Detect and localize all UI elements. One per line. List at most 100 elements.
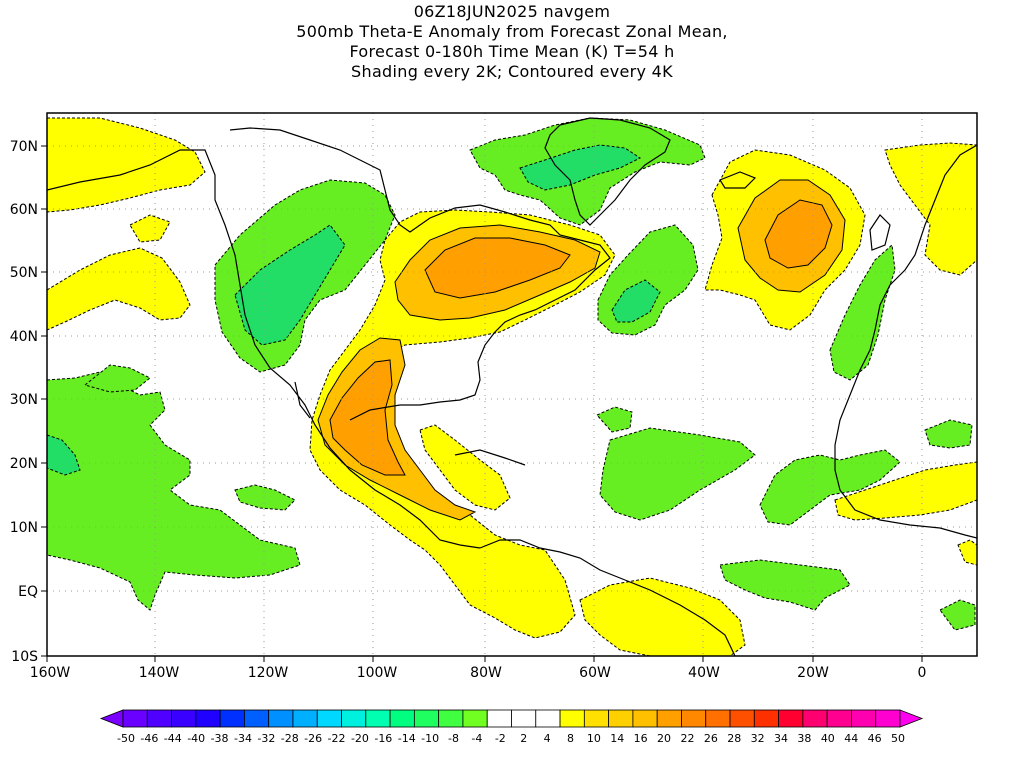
negative-anomaly-mexico-west (234, 484, 296, 511)
colorbar-swatch (316, 709, 342, 728)
figure-title: 06Z18JUN2025 navgem 500mb Theta-E Anomal… (0, 2, 1024, 82)
colorbar-swatch (632, 709, 658, 728)
x-tick-label: 80W (470, 665, 502, 681)
x-tick-label: 40W (688, 665, 720, 681)
colorbar-swatch (729, 709, 755, 728)
colorbar-label: -14 (398, 732, 416, 745)
colorbar-swatch (681, 709, 707, 728)
colorbar-label: 10 (587, 732, 601, 745)
x-tick-label: 60W (579, 665, 611, 681)
colorbar-label: -46 (140, 732, 158, 745)
x-tick-label: 140W (139, 665, 180, 681)
negative-anomaly-atlantic-small (596, 406, 633, 433)
y-tick-label: 20N (10, 456, 38, 472)
negative-anomaly-pacific (47, 371, 301, 611)
colorbar-label: 26 (704, 732, 718, 745)
coastline-cuba (454, 449, 526, 466)
colorbar-swatch (171, 709, 197, 728)
colorbar-label: 32 (751, 732, 765, 745)
colorbar-min-arrow (99, 709, 124, 728)
colorbar-swatch (365, 709, 391, 728)
colorbar-swatch (268, 709, 294, 728)
y-tick-label: 10N (10, 520, 38, 536)
colorbar-swatch (705, 709, 731, 728)
negative-anomaly-africa-east (924, 419, 973, 449)
colorbar: -50 -46 -44 -40 -38 -34 -32 -28 -26 -22 -20 -16 -14-… (99, 709, 924, 745)
colorbar-swatch (559, 709, 585, 728)
colorbar-label: -26 (304, 732, 322, 745)
negative-anomaly-pacific-west (47, 434, 81, 476)
anomaly-shading (47, 117, 977, 656)
y-tick-label: 70N (10, 139, 38, 155)
colorbar-swatch (146, 709, 172, 728)
colorbar-label: -16 (374, 732, 392, 745)
positive-anomaly-canada-peak (424, 237, 571, 299)
y-tick-label: 50N (10, 265, 38, 281)
x-tick-label: 20W (797, 665, 829, 681)
colorbar-swatch (341, 709, 367, 728)
negative-anomaly-south-atlantic (719, 559, 851, 611)
x-tick-label: 120W (248, 665, 289, 681)
coastlines (47, 117, 977, 656)
y-tick-label: EQ (18, 584, 38, 600)
negative-anomaly-gulf-guinea (939, 599, 976, 631)
x-tick-label: 100W (357, 665, 398, 681)
positive-anomaly-alaska (47, 117, 206, 213)
title-line-3: Forecast 0-180h Time Mean (K) T=54 h (349, 42, 675, 61)
colorbar-max-arrow (899, 709, 924, 728)
negative-anomaly-pacific-north (83, 364, 151, 393)
colorbar-label: -8 (448, 732, 459, 745)
colorbar-label: -22 (328, 732, 346, 745)
colorbar-swatch (292, 709, 318, 728)
colorbar-label: 44 (844, 732, 858, 745)
colorbar-swatch (511, 709, 537, 728)
title-line-4: Shading every 2K; Contoured every 4K (351, 62, 673, 81)
colorbar-swatch (802, 709, 828, 728)
colorbar-swatch (244, 709, 270, 728)
coastline-iceland (719, 171, 757, 189)
positive-anomaly-caribbean (419, 424, 511, 511)
colorbar-swatch (826, 709, 852, 728)
colorbar-label: 8 (567, 732, 574, 745)
negative-anomaly-west-africa-coast (759, 449, 901, 526)
negative-anomaly-eastern-atlantic (829, 243, 896, 381)
negative-anomaly-greenland-core (519, 144, 641, 191)
x-tick-label: 0 (918, 665, 927, 681)
colorbar-swatch (753, 709, 779, 728)
positive-anomaly-mexico-peak (329, 359, 406, 476)
colorbar-swatch (486, 709, 512, 728)
negative-anomaly-north-atlantic-core (611, 279, 661, 323)
colorbar-label: 2 (520, 732, 527, 745)
colorbar-swatch (413, 709, 440, 728)
colorbar-label: 46 (868, 732, 882, 745)
colorbar-label: 20 (657, 732, 671, 745)
coastline-british-isles (869, 214, 891, 251)
colorbar-swatch (462, 709, 488, 728)
colorbar-label: 28 (727, 732, 741, 745)
colorbar-label: -34 (234, 732, 252, 745)
colorbar-label: -20 (351, 732, 369, 745)
colorbar-label: 16 (634, 732, 648, 745)
colorbar-swatch (583, 709, 610, 728)
title-line-2: 500mb Theta-E Anomaly from Forecast Zona… (296, 22, 728, 41)
y-tick-label: 40N (10, 329, 38, 345)
colorbar-label: -32 (257, 732, 275, 745)
title-line-1: 06Z18JUN2025 navgem (413, 2, 611, 21)
colorbar-swatch (778, 709, 804, 728)
colorbar-swatch (219, 709, 245, 728)
negative-anomaly-western-na-core (234, 224, 346, 346)
colorbar-label: 22 (680, 732, 694, 745)
y-tick-label: 10S (11, 649, 38, 665)
positive-anomaly-sahel (834, 461, 977, 521)
coastline-greenland (544, 117, 671, 226)
colorbar-swatch (875, 709, 901, 728)
colorbar-label: 34 (774, 732, 788, 745)
colorbar-swatch (122, 709, 148, 728)
positive-anomaly-northeast-atlantic-peak (764, 199, 833, 269)
coastline-north-america (47, 127, 611, 549)
y-tick-label: 60N (10, 202, 38, 218)
colorbar-swatch (608, 709, 634, 728)
colorbar-label: -10 (421, 732, 439, 745)
colorbar-swatch (389, 709, 415, 728)
